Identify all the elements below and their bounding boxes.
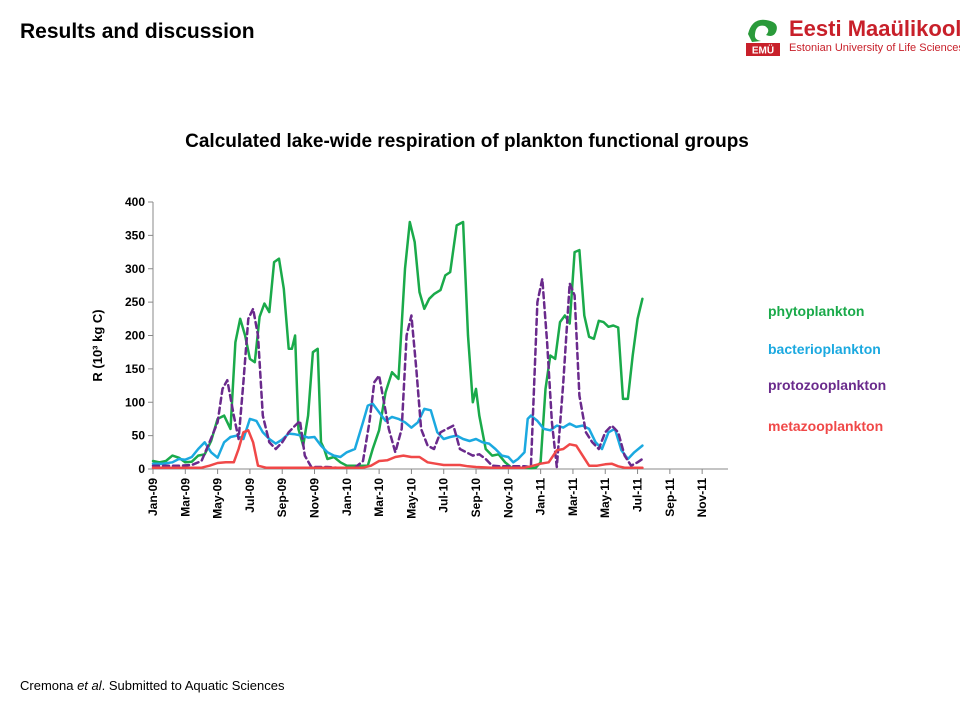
- x-tick-label: Nov-09: [308, 478, 322, 518]
- legend-protozooplankton: protozooplankton: [768, 377, 887, 393]
- y-tick-label: 200: [125, 329, 145, 343]
- x-tick-label: Nov-11: [695, 478, 709, 518]
- y-tick-label: 150: [125, 362, 145, 376]
- x-tick-label: Jan-11: [534, 478, 548, 516]
- series-line-phytoplankton: [151, 220, 644, 470]
- x-tick-label: May-09: [211, 478, 225, 519]
- slide-heading: Results and discussion: [20, 20, 255, 43]
- y-axis: 0 50 100 150 200 250 300 350 400: [125, 195, 154, 476]
- y-axis-label: R (10³ kg C): [90, 309, 105, 381]
- university-logo: EMÜ Eesti Maaülikool Estonian University…: [742, 14, 960, 60]
- y-tick-label: 250: [125, 295, 145, 309]
- x-tick-label: Jul-10: [437, 478, 451, 513]
- logo-name: Eesti Maaülikool: [789, 16, 960, 41]
- x-tick-label: Sep-09: [275, 478, 289, 518]
- legend-metazooplankton: metazooplankton: [768, 418, 884, 434]
- series-line-metazooplankton: [151, 429, 644, 469]
- y-tick-label: 300: [125, 262, 145, 276]
- x-tick-label: Mar-09: [178, 478, 192, 517]
- x-tick-label: Jul-09: [243, 478, 257, 513]
- logo-subtitle: Estonian University of Life Sciences: [789, 42, 960, 54]
- respiration-line-chart: 0 50 100 150 200 250 300 350 400 Jan-09 Mar-09 May…: [90, 195, 728, 519]
- y-tick-label: 50: [132, 429, 146, 443]
- x-tick-label: Nov-10: [501, 478, 515, 518]
- x-tick-label: Jul-11: [631, 478, 645, 512]
- x-tick-label: Jan-09: [146, 478, 160, 516]
- series-line-protozooplankton: [151, 277, 644, 469]
- y-tick-label: 400: [125, 195, 145, 209]
- emu-emblem-icon: EMÜ: [746, 19, 780, 57]
- y-tick-label: 0: [138, 462, 145, 476]
- citation: Cremona et al. Submitted to Aquatic Scie…: [20, 678, 284, 693]
- legend-phytoplankton: phytoplankton: [768, 303, 865, 319]
- citation-rest: . Submitted to Aquatic Sciences: [101, 678, 285, 693]
- series-line-bacterioplankton: [151, 402, 644, 465]
- x-tick-label: Mar-11: [566, 478, 580, 516]
- y-tick-label: 350: [125, 228, 145, 242]
- citation-author: Cremona: [20, 678, 78, 693]
- x-tick-label: May-10: [404, 478, 418, 519]
- x-tick-label: Jan-10: [340, 478, 354, 516]
- y-tick-label: 100: [125, 395, 145, 409]
- chart-title: Calculated lake-wide respiration of plan…: [185, 131, 749, 152]
- x-tick-label: Sep-11: [663, 478, 677, 517]
- x-axis: Jan-09 Mar-09 May-09 Jul-09 Sep-09 Nov-09 Jan-…: [146, 468, 728, 519]
- citation-et-al: et al: [77, 678, 102, 693]
- legend-bacterioplankton: bacterioplankton: [768, 341, 881, 357]
- emblem-badge-text: EMÜ: [752, 44, 774, 57]
- emblem-swirl: [748, 19, 777, 42]
- x-tick-label: May-11: [598, 478, 612, 518]
- x-tick-label: Sep-10: [469, 478, 483, 518]
- series-lines: [151, 220, 644, 470]
- emblem-badge: [746, 43, 780, 56]
- x-tick-label: Mar-10: [372, 478, 386, 517]
